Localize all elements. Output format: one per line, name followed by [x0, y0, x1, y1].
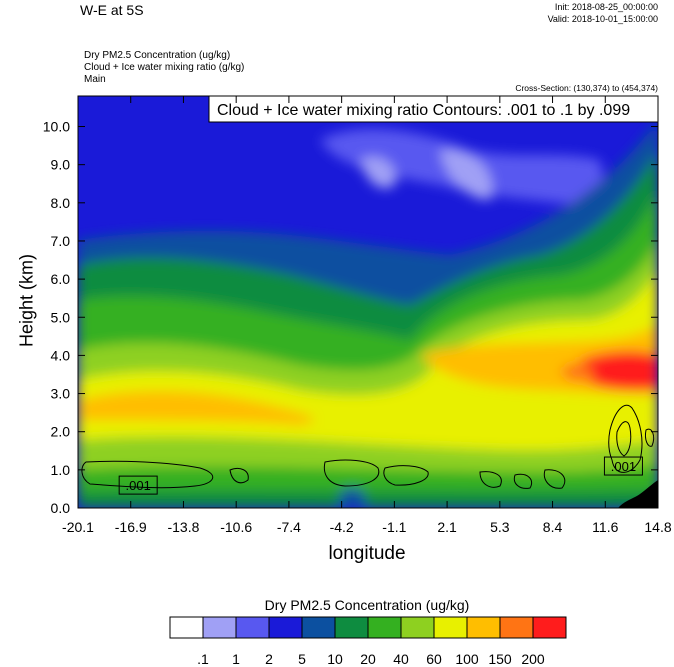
colorbar-swatch — [169, 616, 204, 639]
x-tick-label: -10.6 — [220, 519, 252, 535]
contour-label: .001 — [126, 478, 151, 493]
x-axis-label: longitude — [328, 543, 406, 564]
colorbar-swatch — [532, 616, 567, 639]
cloud-water-contours — [81, 404, 655, 489]
colorbar-level-label: 20 — [360, 651, 376, 667]
colorbar: .1 1 2 5 10 20 40 60 100 150 200 — [169, 616, 567, 667]
x-tick-label: -13.8 — [167, 519, 199, 535]
heatmap-field — [78, 96, 658, 508]
colorbar-swatch — [367, 616, 402, 639]
y-tick-label: 1.0 — [51, 462, 71, 478]
x-tick-label: 5.3 — [490, 519, 510, 535]
x-tick-label: -7.4 — [277, 519, 301, 535]
x-tick-label: 2.1 — [437, 519, 457, 535]
colorbar-swatch — [334, 616, 369, 639]
colorbar-swatch — [268, 616, 303, 639]
y-tick-label: 10.0 — [43, 119, 70, 135]
x-tick-label: 14.8 — [644, 519, 671, 535]
x-axis: -20.1 -16.9 -13.8 -10.6 -7.4 -4.2 -1.1 2.1 5.3 8.… — [62, 96, 672, 535]
contour-label: .001 — [611, 459, 636, 474]
field-description-2: Cloud + Ice water mixing ratio (g/kg) — [84, 62, 245, 73]
contour-note: Cloud + Ice water mixing ratio Contours:… — [217, 102, 630, 119]
colorbar-level-label: 1 — [232, 651, 240, 667]
colorbar-swatch — [235, 616, 270, 639]
cross-section-label: Cross-Section: (130,374) to (454,374) — [515, 83, 658, 93]
colorbar-swatch — [499, 616, 534, 639]
plot-title: W-E at 5S — [80, 2, 144, 18]
y-tick-label: 7.0 — [51, 233, 71, 249]
colorbar-level-label: .1 — [197, 651, 209, 667]
colorbar-level-label: 40 — [393, 651, 409, 667]
colorbar-level-label: 10 — [327, 651, 343, 667]
y-tick-label: 9.0 — [51, 157, 71, 173]
y-tick-label: 8.0 — [51, 195, 71, 211]
valid-time-label: Valid: 2018-10-01_15:00:00 — [547, 14, 658, 24]
x-tick-label: 11.6 — [592, 519, 618, 535]
y-tick-label: 4.0 — [51, 347, 71, 363]
x-tick-label: -1.1 — [382, 519, 406, 535]
colorbar-swatch — [202, 616, 237, 639]
contour-label-box — [603, 456, 643, 476]
contour-note-box: Cloud + Ice water mixing ratio Contours:… — [208, 95, 659, 123]
colorbar-swatch — [301, 616, 336, 639]
x-tick-label: 8.4 — [543, 519, 563, 535]
contour-label-box — [118, 475, 158, 495]
y-tick-label: 0.0 — [51, 500, 71, 516]
field-description-3: Main — [84, 74, 106, 85]
colorbar-swatch — [400, 616, 435, 639]
colorbar-swatch — [433, 616, 468, 639]
y-tick-label: 6.0 — [51, 271, 71, 287]
y-tick-label: 5.0 — [51, 309, 71, 325]
x-tick-label: -20.1 — [62, 519, 94, 535]
colorbar-level-label: 60 — [426, 651, 442, 667]
y-axis-label: Height (km) — [16, 254, 37, 348]
colorbar-level-label: 2 — [265, 651, 273, 667]
colorbar-level-label: 5 — [298, 651, 306, 667]
colorbar-level-label: 150 — [488, 651, 512, 667]
y-tick-label: 2.0 — [51, 424, 71, 440]
contour-labels: .001 .001 — [118, 456, 643, 495]
colorbar-title: Dry PM2.5 Concentration (ug/kg) — [264, 597, 470, 613]
field-description-1: Dry PM2.5 Concentration (ug/kg) — [84, 50, 231, 61]
colorbar-level-label: 200 — [521, 651, 545, 667]
y-tick-label: 3.0 — [51, 386, 71, 402]
colorbar-level-label: 100 — [455, 651, 479, 667]
colorbar-swatch — [466, 616, 501, 639]
init-time-label: Init: 2018-08-25_00:00:00 — [554, 2, 658, 12]
x-tick-label: -16.9 — [115, 519, 147, 535]
y-axis: 0.0 1.0 2.0 3.0 4.0 5.0 6.0 7.0 8.0 9.0 10.0 — [43, 119, 658, 516]
x-tick-label: -4.2 — [330, 519, 354, 535]
